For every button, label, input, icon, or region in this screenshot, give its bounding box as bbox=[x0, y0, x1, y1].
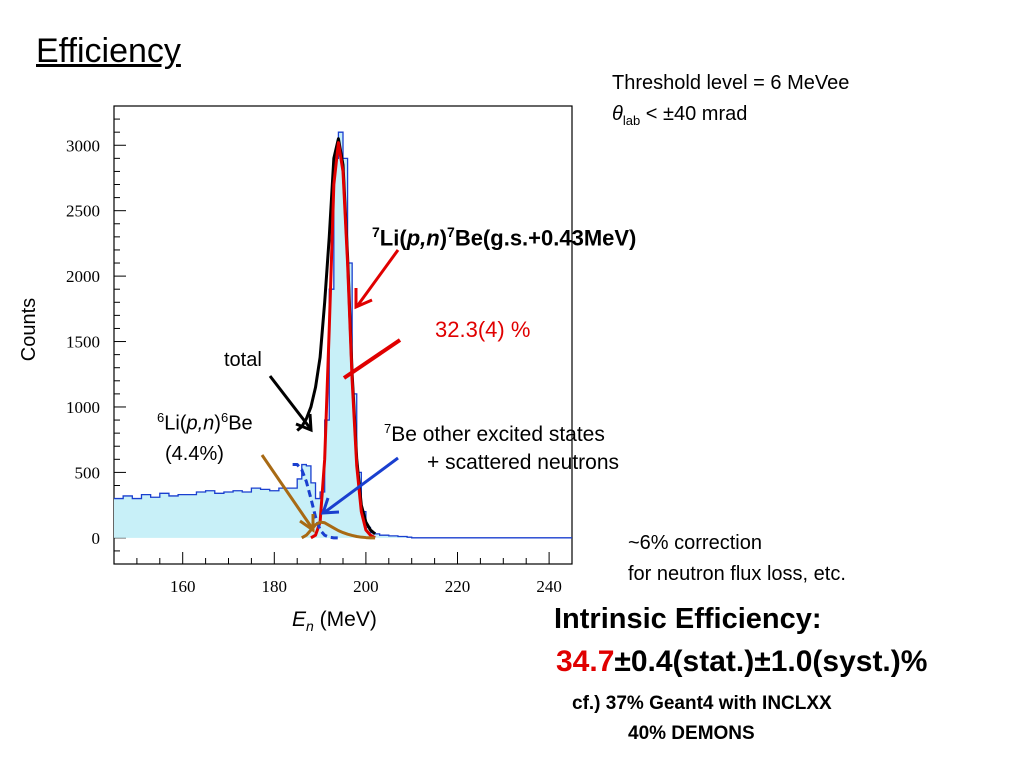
y-tick-label: 2500 bbox=[66, 202, 100, 221]
theta-subscript: lab bbox=[622, 113, 641, 128]
arrow-total-head bbox=[295, 413, 313, 433]
reaction-label: 7Li(p,n)7Be(g.s.+0.43MeV) bbox=[372, 224, 636, 251]
theta-symbol: θ bbox=[612, 103, 623, 125]
x-tick-label: 220 bbox=[445, 577, 471, 596]
arrow-efficiency-line bbox=[342, 338, 402, 380]
li6-reaction-label: 6Li(p,n)6Be bbox=[157, 410, 253, 436]
be7-sup: 7 bbox=[384, 421, 392, 436]
x-tick-label: 180 bbox=[262, 577, 288, 596]
li6-part-c: Be bbox=[228, 412, 253, 435]
y-tick-label: 3000 bbox=[66, 136, 100, 155]
li6-part-a: Li( bbox=[164, 412, 187, 435]
arrow-reaction-head bbox=[354, 288, 373, 310]
x-tick-label: 200 bbox=[353, 577, 379, 596]
comparison-demons: 40% DEMONS bbox=[628, 723, 755, 744]
li6-sup-b: 6 bbox=[220, 410, 229, 425]
be7-line1: Be other excited states bbox=[391, 423, 605, 446]
arrow-total-line bbox=[268, 375, 312, 429]
slide-title: Efficiency bbox=[36, 32, 181, 70]
x-axis-label: En (MeV) bbox=[292, 608, 377, 634]
scattered-neutrons-label: + scattered neutrons bbox=[427, 451, 620, 474]
arrow-li6-head bbox=[299, 514, 315, 533]
y-axis-label: Counts bbox=[18, 297, 41, 362]
correction-line-1: ~6% correction bbox=[628, 532, 762, 554]
x-tick-label: 240 bbox=[536, 577, 562, 596]
efficiency-central-value: 34.7 bbox=[556, 645, 615, 678]
reaction-part-a: Li( bbox=[379, 225, 407, 251]
intrinsic-efficiency-value: 34.7±0.4(stat.)±1.0(syst.)% bbox=[556, 645, 927, 679]
y-tick-label: 2000 bbox=[66, 267, 100, 286]
reaction-part-b: ) bbox=[439, 225, 448, 251]
correction-line-2: for neutron flux loss, etc. bbox=[628, 563, 846, 585]
axis-ticks: 0 500 1000 1500 2000 2500 3000 160 180 200 220 240 bbox=[66, 105, 573, 596]
be7-excited-label: 7Be other excited states bbox=[384, 421, 605, 447]
arrow-be7-head bbox=[320, 497, 340, 515]
x-axis-label-unit: (MeV) bbox=[313, 608, 377, 631]
y-tick-label: 500 bbox=[75, 463, 101, 482]
x-axis-label-italic: E bbox=[292, 608, 307, 631]
peak-efficiency-label: 32.3(4) % bbox=[431, 317, 535, 343]
y-tick-label: 1000 bbox=[66, 398, 100, 417]
y-tick-label: 0 bbox=[92, 529, 101, 548]
reaction-sup-a: 7 bbox=[372, 224, 380, 240]
reaction-sup-b: 7 bbox=[447, 224, 455, 240]
li6-sup-a: 6 bbox=[157, 410, 165, 425]
annotation-arrows bbox=[260, 249, 402, 533]
x-axis-label-subscript: n bbox=[306, 618, 314, 635]
intrinsic-efficiency-heading: Intrinsic Efficiency: bbox=[554, 603, 822, 635]
be7-excited-curve bbox=[292, 463, 339, 540]
arrow-be7-line bbox=[324, 456, 399, 514]
plot-area bbox=[114, 131, 572, 540]
reaction-pn: p,n bbox=[406, 225, 440, 251]
arrow-reaction-line bbox=[356, 249, 400, 306]
efficiency-uncertainties: ±0.4(stat.)±1.0(syst.)% bbox=[614, 645, 928, 678]
li6-part-b: ) bbox=[214, 412, 221, 435]
comparison-geant4: cf.) 37% Geant4 with INCLXX bbox=[572, 693, 832, 714]
angle-condition: θlab < ±40 mrad bbox=[612, 103, 747, 128]
arrow-li6-line bbox=[260, 454, 314, 529]
histogram-line bbox=[114, 131, 572, 539]
x-tick-label: 160 bbox=[170, 577, 196, 596]
y-tick-label: 1500 bbox=[66, 333, 100, 352]
theta-rest: < ±40 mrad bbox=[640, 103, 748, 125]
li6-percentage-label: (4.4%) bbox=[165, 443, 224, 465]
total-label: total bbox=[224, 349, 262, 371]
reaction-part-c: Be(g.s.+0.43MeV) bbox=[454, 225, 637, 251]
li6-pn: p,n bbox=[186, 412, 215, 435]
histogram-fill bbox=[114, 132, 572, 538]
be7-ground-state-curve bbox=[310, 141, 376, 540]
threshold-condition: Threshold level = 6 MeVee bbox=[612, 72, 850, 94]
